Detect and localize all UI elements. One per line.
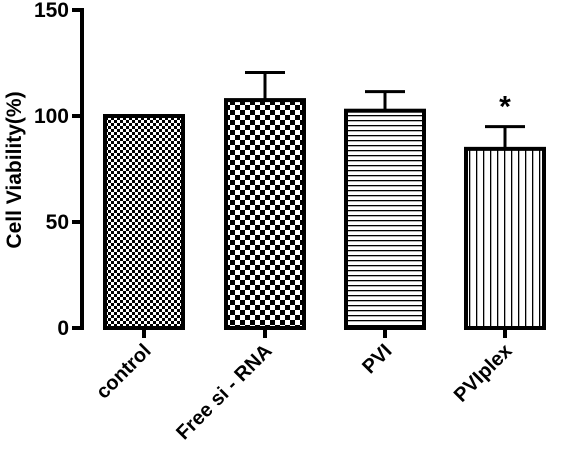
x-tick-label: PVI	[358, 340, 396, 378]
y-tick-label: 0	[57, 317, 69, 340]
significance-marker: *	[499, 91, 511, 124]
x-tick-label: control	[92, 340, 155, 403]
bar-3	[344, 108, 426, 330]
x-tick-label: Free si - RNA	[172, 340, 276, 444]
bars: *	[103, 71, 546, 330]
y-tick-label: 150	[34, 0, 69, 22]
bar-1	[103, 114, 185, 330]
x-tick-label: PVIplex	[450, 340, 517, 407]
bar-4	[464, 146, 546, 330]
y-tick-label: 100	[34, 105, 69, 128]
y-tick-label: 50	[46, 211, 69, 234]
x-axis: control Free si - RNA PVI PVIplex	[92, 328, 517, 444]
y-axis: 0 50 100 150	[34, 0, 84, 340]
bar-2	[224, 98, 306, 330]
y-axis-title: Cell Viability(%)	[3, 91, 26, 248]
